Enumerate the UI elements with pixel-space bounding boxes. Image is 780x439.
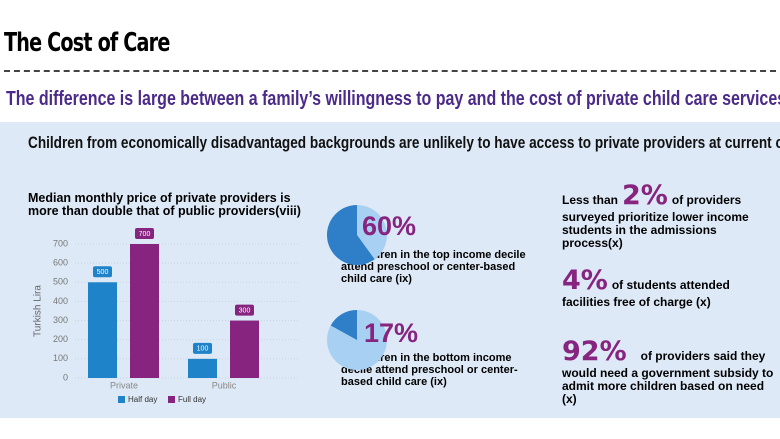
y-tick-label: 0 xyxy=(63,372,68,382)
stat: 92% of providers said they would need a g… xyxy=(562,336,774,406)
bar xyxy=(88,282,117,378)
pie-slice xyxy=(327,205,375,265)
subtitle: The difference is large between a family… xyxy=(6,88,780,110)
pie-caption: of children in the top income decile att… xyxy=(341,249,526,285)
stat-value: 2% xyxy=(622,180,668,211)
y-tick-label: 300 xyxy=(53,315,68,325)
stat-text: of providers said they would need a gove… xyxy=(562,349,774,406)
x-tick-label: Private xyxy=(110,380,138,390)
pie-caption: of children in the bottom income decile … xyxy=(341,352,518,388)
pie-slice xyxy=(330,310,357,340)
stat-value: 4% xyxy=(562,265,608,296)
value-callout xyxy=(93,266,112,278)
y-tick-label: 400 xyxy=(53,296,68,306)
y-tick-label: 700 xyxy=(53,238,68,248)
y-tick-label: 100 xyxy=(53,353,68,363)
stat-lead: Less than xyxy=(562,193,619,207)
chart-title: Median monthly price of private provider… xyxy=(28,191,301,218)
x-tick-label: Public xyxy=(212,380,237,390)
legend-swatch xyxy=(118,396,125,403)
y-tick-label: 500 xyxy=(53,277,68,287)
bar xyxy=(130,244,159,378)
value-callout xyxy=(235,304,254,316)
value-label: 100 xyxy=(197,346,209,353)
y-tick-label: 600 xyxy=(53,258,68,268)
legend-swatch xyxy=(168,396,175,403)
stat: Less than 2% of providers surveyed priorit… xyxy=(562,180,774,250)
page-title: The Cost of Care xyxy=(4,28,170,58)
banner: Children from economically disadvantaged… xyxy=(28,133,780,152)
value-callout xyxy=(193,342,212,354)
bar xyxy=(230,320,259,378)
pie-value-label: 17% xyxy=(364,318,418,348)
value-label: 700 xyxy=(139,231,151,238)
legend-label: Full day xyxy=(178,395,206,404)
value-label: 500 xyxy=(97,269,109,276)
stat-value: 92% xyxy=(562,336,627,367)
value-callout xyxy=(135,228,154,239)
stat-text: of students attended facilities free of … xyxy=(562,278,730,309)
stat-text: of providers surveyed prioritize lower i… xyxy=(562,193,749,250)
legend-label: Half day xyxy=(128,395,157,404)
pie-value-label: 60% xyxy=(362,211,416,241)
y-tick-label: 200 xyxy=(53,334,68,344)
stat: 4% of students attended facilities free o… xyxy=(562,265,774,309)
bar xyxy=(188,358,217,378)
y-axis-label: Turkish Lira xyxy=(33,285,44,337)
divider xyxy=(4,70,776,72)
value-label: 300 xyxy=(239,307,251,314)
